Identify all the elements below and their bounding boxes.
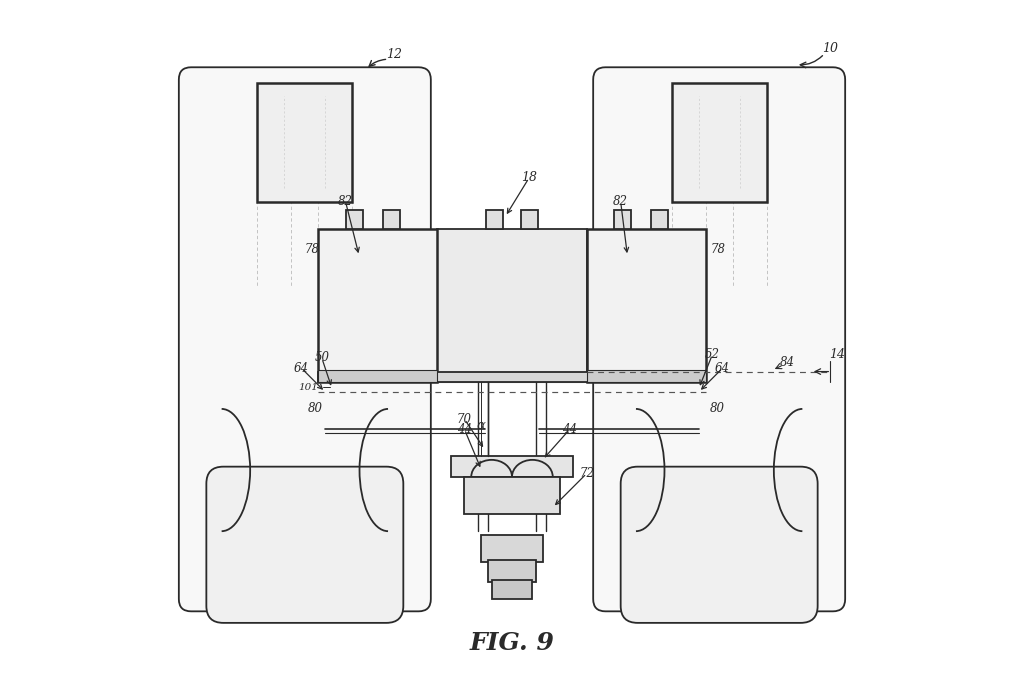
FancyBboxPatch shape — [621, 466, 817, 623]
Text: 78: 78 — [711, 243, 725, 256]
Text: 10: 10 — [822, 42, 838, 55]
Text: α: α — [477, 419, 486, 432]
Bar — [492, 580, 532, 599]
Text: 44: 44 — [562, 423, 578, 436]
Bar — [345, 210, 362, 229]
Bar — [437, 229, 587, 375]
Bar — [383, 210, 400, 229]
Bar — [318, 372, 706, 382]
Text: 70: 70 — [457, 413, 472, 426]
Text: 80: 80 — [307, 402, 323, 415]
Bar — [587, 229, 706, 382]
Bar — [486, 210, 503, 229]
Bar — [318, 370, 437, 382]
Bar — [651, 210, 669, 229]
Text: 14: 14 — [828, 348, 845, 361]
Text: 12: 12 — [386, 48, 401, 61]
Text: 84: 84 — [780, 356, 796, 369]
Bar — [613, 210, 631, 229]
FancyBboxPatch shape — [179, 68, 431, 611]
Text: 82: 82 — [613, 195, 628, 208]
FancyBboxPatch shape — [593, 68, 845, 611]
Bar — [587, 370, 706, 382]
Bar — [257, 83, 352, 202]
Bar — [465, 477, 559, 514]
Text: 64: 64 — [294, 361, 309, 374]
Bar — [481, 535, 543, 562]
Text: 18: 18 — [521, 171, 537, 185]
Text: 52: 52 — [705, 348, 720, 361]
Bar — [451, 456, 573, 477]
Text: 44: 44 — [457, 423, 472, 436]
Text: 80: 80 — [711, 402, 725, 415]
Bar — [488, 561, 536, 582]
Bar — [672, 83, 767, 202]
Text: 72: 72 — [580, 467, 594, 480]
Bar — [521, 210, 538, 229]
Bar — [318, 229, 437, 382]
Text: 82: 82 — [338, 195, 353, 208]
Text: 101: 101 — [298, 383, 318, 391]
Text: 64: 64 — [715, 361, 730, 374]
FancyBboxPatch shape — [207, 466, 403, 623]
Text: FIG. 9: FIG. 9 — [470, 632, 554, 655]
Text: 78: 78 — [304, 243, 319, 256]
Text: 50: 50 — [314, 351, 330, 364]
